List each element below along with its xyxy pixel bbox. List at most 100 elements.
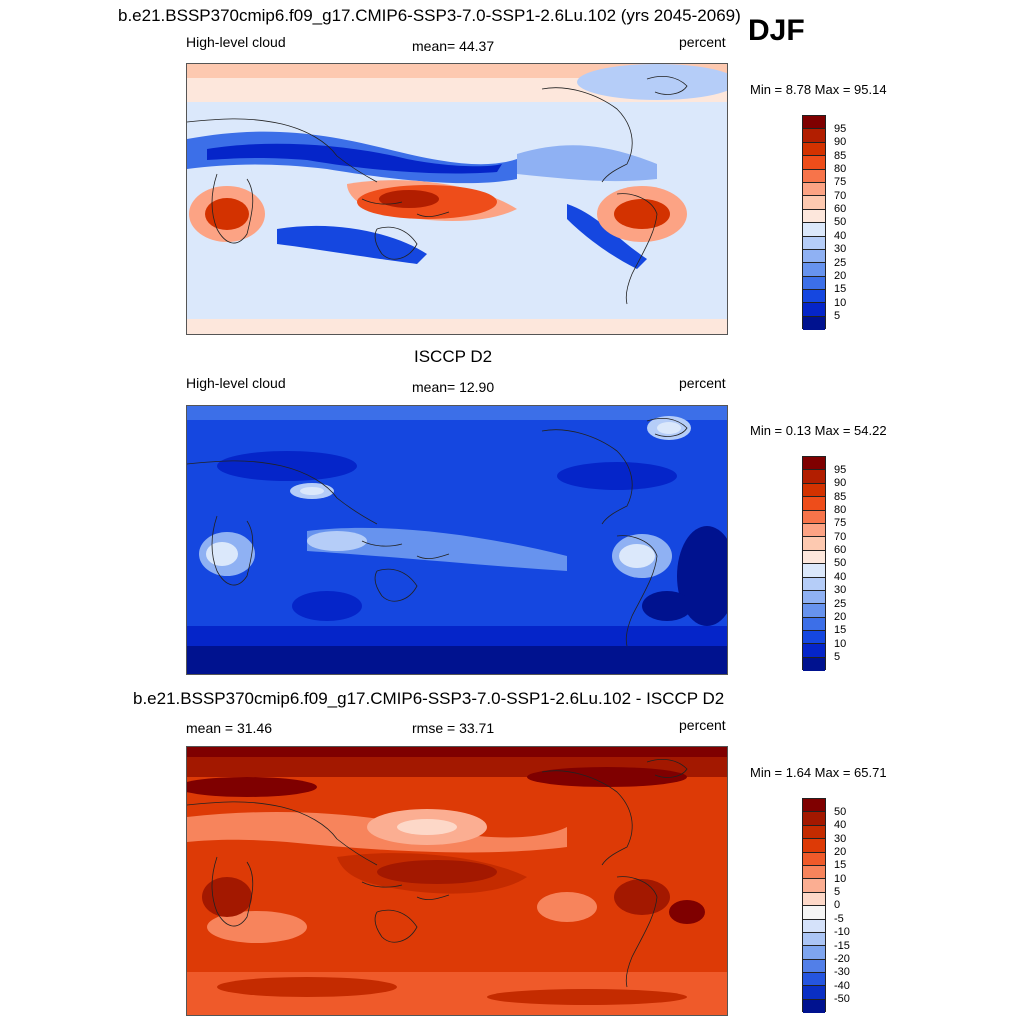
panel3-colorbar-swatch — [803, 973, 825, 987]
panel1-title: b.e21.BSSP370cmip6.f09_g17.CMIP6-SSP3-7.… — [118, 6, 741, 25]
panel1-colorbar-swatch — [803, 249, 825, 264]
panel2-colorbar-label: 10 — [834, 638, 847, 650]
panel1-colorbar-swatch — [803, 303, 825, 317]
panel3-mean-label: mean = 31.46 — [186, 720, 273, 736]
panel3-colorbar-label: 50 — [834, 806, 847, 818]
panel2-colorbar-swatch — [803, 510, 825, 524]
panel1-colorbar-swatch — [803, 223, 825, 237]
season-label: DJF — [748, 14, 805, 47]
panel1-colorbar-swatch — [803, 209, 825, 224]
panel1-colorbar-label: 95 — [834, 123, 847, 135]
panel2-colorbar-label: 15 — [834, 624, 847, 636]
panel3-colorbar-label: 20 — [834, 846, 847, 858]
panel2-colorbar-label: 40 — [834, 571, 847, 583]
panel2-colorbar-swatch — [803, 550, 825, 565]
panel2-colorbar-swatch — [803, 604, 825, 618]
panel3-colorbar-label: -30 — [834, 966, 850, 978]
panel2-colorbar-label: 70 — [834, 531, 847, 543]
panel2-colorbar-label: 25 — [834, 598, 847, 610]
panel2-colorbar-swatch — [803, 564, 825, 578]
panel3-colorbar-label: -5 — [834, 913, 844, 925]
panel3-colorbar-swatch — [803, 999, 825, 1014]
panel3-colorbar-swatch — [803, 799, 825, 813]
panel1-colorbar-label: 85 — [834, 150, 847, 162]
panel3-colorbar-swatch — [803, 825, 825, 840]
panel1-colorbar-swatch — [803, 290, 825, 304]
panel3-colorbar-label: 5 — [834, 886, 841, 898]
panel1-colorbar-label: 30 — [834, 243, 847, 255]
panel1-mean-label: mean= 44.37 — [412, 38, 495, 54]
panel1-colorbar-swatch — [803, 236, 825, 250]
panel3-colorbar-label: -50 — [834, 993, 850, 1005]
panel1-colorbar-swatch — [803, 142, 825, 157]
panel1-colorbar-swatch — [803, 156, 825, 170]
panel1-colorbar-swatch — [803, 316, 825, 331]
panel1-colorbar-label: 10 — [834, 297, 847, 309]
panel2-colorbar-label: 30 — [834, 584, 847, 596]
panel1-colorbar-label: 40 — [834, 230, 847, 242]
panel1-colorbar-swatch — [803, 182, 825, 197]
panel3-colorbar-swatch — [803, 865, 825, 880]
panel2-variable-label: High-level cloud — [186, 375, 286, 391]
panel3-minmax: Min = 1.64 Max = 65.71 — [750, 765, 887, 780]
panel2-colorbar-swatch — [803, 657, 825, 672]
panel3-colorbar-swatch — [803, 812, 825, 826]
panel2-colorbar-label: 95 — [834, 464, 847, 476]
panel2-colorbar-swatch — [803, 457, 825, 471]
panel3-colorbar — [802, 798, 826, 1014]
panel3-colorbar-swatch — [803, 986, 825, 1000]
panel1-units-label: percent — [679, 34, 726, 50]
panel2-colorbar-swatch — [803, 483, 825, 498]
panel3-colorbar-label: -10 — [834, 926, 850, 938]
panel3-colorbar-swatch — [803, 932, 825, 947]
panel2-minmax: Min = 0.13 Max = 54.22 — [750, 423, 887, 438]
panel3-colorbar-swatch — [803, 892, 825, 907]
panel1-colorbar-label: 75 — [834, 176, 847, 188]
panel1-colorbar-swatch — [803, 276, 825, 291]
panel2-title: ISCCP D2 — [414, 347, 493, 366]
panel3-colorbar-swatch — [803, 839, 825, 853]
panel2-colorbar-swatch — [803, 577, 825, 591]
panel3-colorbar-label: 30 — [834, 833, 847, 845]
panel2-colorbar-label: 75 — [834, 517, 847, 529]
panel1-colorbar-swatch — [803, 263, 825, 277]
panel3-colorbar-swatch — [803, 852, 825, 866]
panel3-map — [186, 746, 728, 1016]
panel2-colorbar-label: 80 — [834, 504, 847, 516]
panel3-colorbar-label: -40 — [834, 980, 850, 992]
panel1-colorbar — [802, 115, 826, 331]
panel2-colorbar-swatch — [803, 590, 825, 605]
panel1-colorbar-label: 20 — [834, 270, 847, 282]
panel1-colorbar-label: 70 — [834, 190, 847, 202]
panel3-colorbar-label: 40 — [834, 819, 847, 831]
panel2-map — [186, 405, 728, 675]
panel1-colorbar-label: 60 — [834, 203, 847, 215]
panel3-colorbar-swatch — [803, 959, 825, 974]
panel2-colorbar-swatch — [803, 497, 825, 511]
panel2-colorbar-swatch — [803, 644, 825, 658]
panel1-colorbar-swatch — [803, 169, 825, 183]
panel2-colorbar-swatch — [803, 631, 825, 645]
panel1-colorbar-label: 5 — [834, 310, 841, 322]
panel2-colorbar-swatch — [803, 470, 825, 484]
panel1-minmax: Min = 8.78 Max = 95.14 — [750, 82, 887, 97]
panel2-mean-label: mean= 12.90 — [412, 379, 495, 395]
panel3-colorbar-label: 0 — [834, 899, 841, 911]
panel1-colorbar-swatch — [803, 196, 825, 210]
panel1-colorbar-swatch — [803, 116, 825, 130]
panel1-colorbar-label: 90 — [834, 136, 847, 148]
panel2-colorbar-label: 50 — [834, 557, 847, 569]
panel2-colorbar-swatch — [803, 523, 825, 538]
panel1-colorbar-label: 25 — [834, 257, 847, 269]
panel3-colorbar-swatch — [803, 906, 825, 920]
panel2-colorbar-label: 20 — [834, 611, 847, 623]
panel3-colorbar-label: 10 — [834, 873, 847, 885]
panel2-units-label: percent — [679, 375, 726, 391]
panel3-colorbar-swatch — [803, 946, 825, 960]
panel2-colorbar-label: 85 — [834, 491, 847, 503]
panel2-colorbar-swatch — [803, 617, 825, 632]
panel1-colorbar-label: 15 — [834, 283, 847, 295]
panel1-colorbar-label: 50 — [834, 216, 847, 228]
panel2-colorbar — [802, 456, 826, 672]
panel1-variable-label: High-level cloud — [186, 34, 286, 50]
